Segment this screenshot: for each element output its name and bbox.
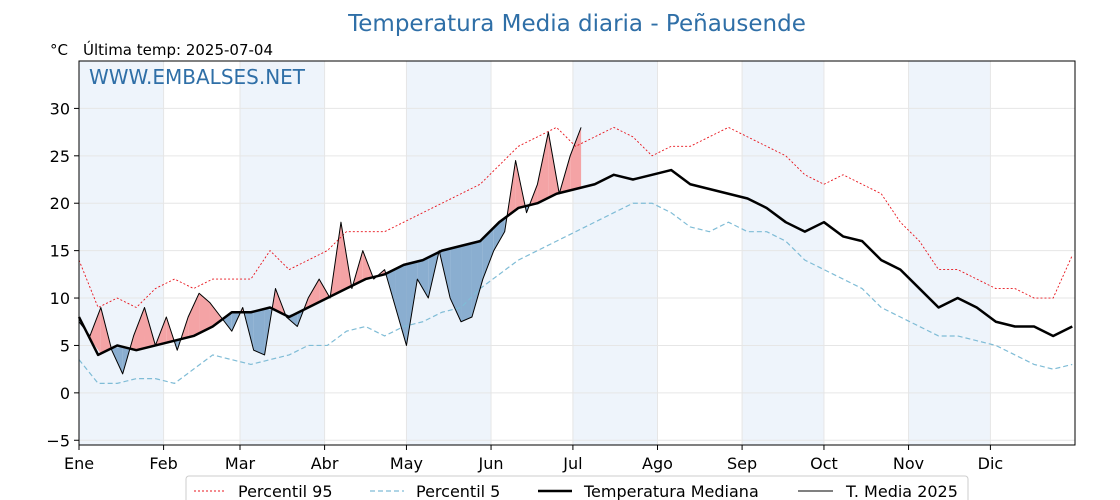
x-tick-label: Oct <box>810 454 838 473</box>
line-t-media-2025 <box>78 127 582 375</box>
line-percentil-5 <box>78 202 1073 384</box>
above-median-fill <box>570 127 582 191</box>
y-tick-label: 25 <box>50 147 70 166</box>
y-tick-label: 0 <box>60 384 70 403</box>
legend-box <box>185 475 969 500</box>
x-tick-label: Jun <box>478 454 504 473</box>
y-tick-label: 10 <box>50 289 70 308</box>
below-median-fill <box>471 238 483 317</box>
below-median-fill <box>406 261 418 346</box>
x-tick-label: Abr <box>311 454 339 473</box>
above-median-fill <box>199 293 210 334</box>
y-tick-label: 30 <box>50 99 70 118</box>
y-tick-label: 20 <box>50 194 70 213</box>
month-shade-sep <box>742 61 824 445</box>
below-median-fill <box>482 227 494 280</box>
month-shade-mar <box>239 61 325 445</box>
below-median-fill <box>417 257 429 299</box>
above-median-fill <box>133 307 145 350</box>
series-lines <box>77 126 1073 384</box>
line-percentil-95 <box>78 126 1073 308</box>
x-tick-label: Nov <box>893 454 924 473</box>
legend: Percentil 95 Percentil 5 Temperatura Med… <box>185 475 969 500</box>
below-median-fill <box>395 264 407 346</box>
below-median-fill <box>253 308 265 355</box>
x-tick-label: May <box>390 454 423 473</box>
plot-background <box>79 61 991 445</box>
month-shade-nov <box>908 61 991 445</box>
above-median-fill <box>319 279 330 303</box>
legend-median-label: Temperatura Mediana <box>583 482 759 500</box>
x-axis: Ene Feb Mar Abr May Jun Jul Ago Sep Oct Nov Dic <box>64 445 1003 473</box>
below-median-fill <box>461 243 472 322</box>
y-tick-label: 15 <box>50 242 70 261</box>
x-tick-label: Dic <box>978 454 1004 473</box>
watermark: WWW.EMBALSES.NET <box>89 65 306 89</box>
x-tick-label: Jul <box>562 454 582 473</box>
month-shade-ene <box>79 61 164 445</box>
legend-p5-label: Percentil 5 <box>416 482 500 500</box>
x-tick-label: Ene <box>64 454 94 473</box>
plot-frame <box>78 60 1076 446</box>
y-tick-label: −5 <box>46 431 70 450</box>
legend-p95-label: Percentil 95 <box>238 482 333 500</box>
y-unit-label: °C <box>50 41 68 59</box>
x-tick-label: Ago <box>642 454 673 473</box>
y-axis: −5 0 5 10 15 20 25 30 <box>46 99 79 450</box>
last-temp-label: Última temp: 2025-07-04 <box>83 40 273 59</box>
above-median-fill <box>537 132 549 204</box>
x-tick-label: Sep <box>727 454 757 473</box>
line-temperatura-mediana <box>77 168 1073 357</box>
month-shade-jul <box>572 61 658 445</box>
above-median-fill <box>308 279 320 308</box>
below-median-fill <box>222 312 232 332</box>
legend-current-label: T. Media 2025 <box>845 482 958 500</box>
x-tick-label: Feb <box>149 454 177 473</box>
chart-title: Temperatura Media diaria - Peñausende <box>347 11 806 37</box>
above-median-fill <box>188 293 200 338</box>
x-tick-label: Mar <box>225 454 256 473</box>
y-tick-label: 5 <box>60 336 70 355</box>
